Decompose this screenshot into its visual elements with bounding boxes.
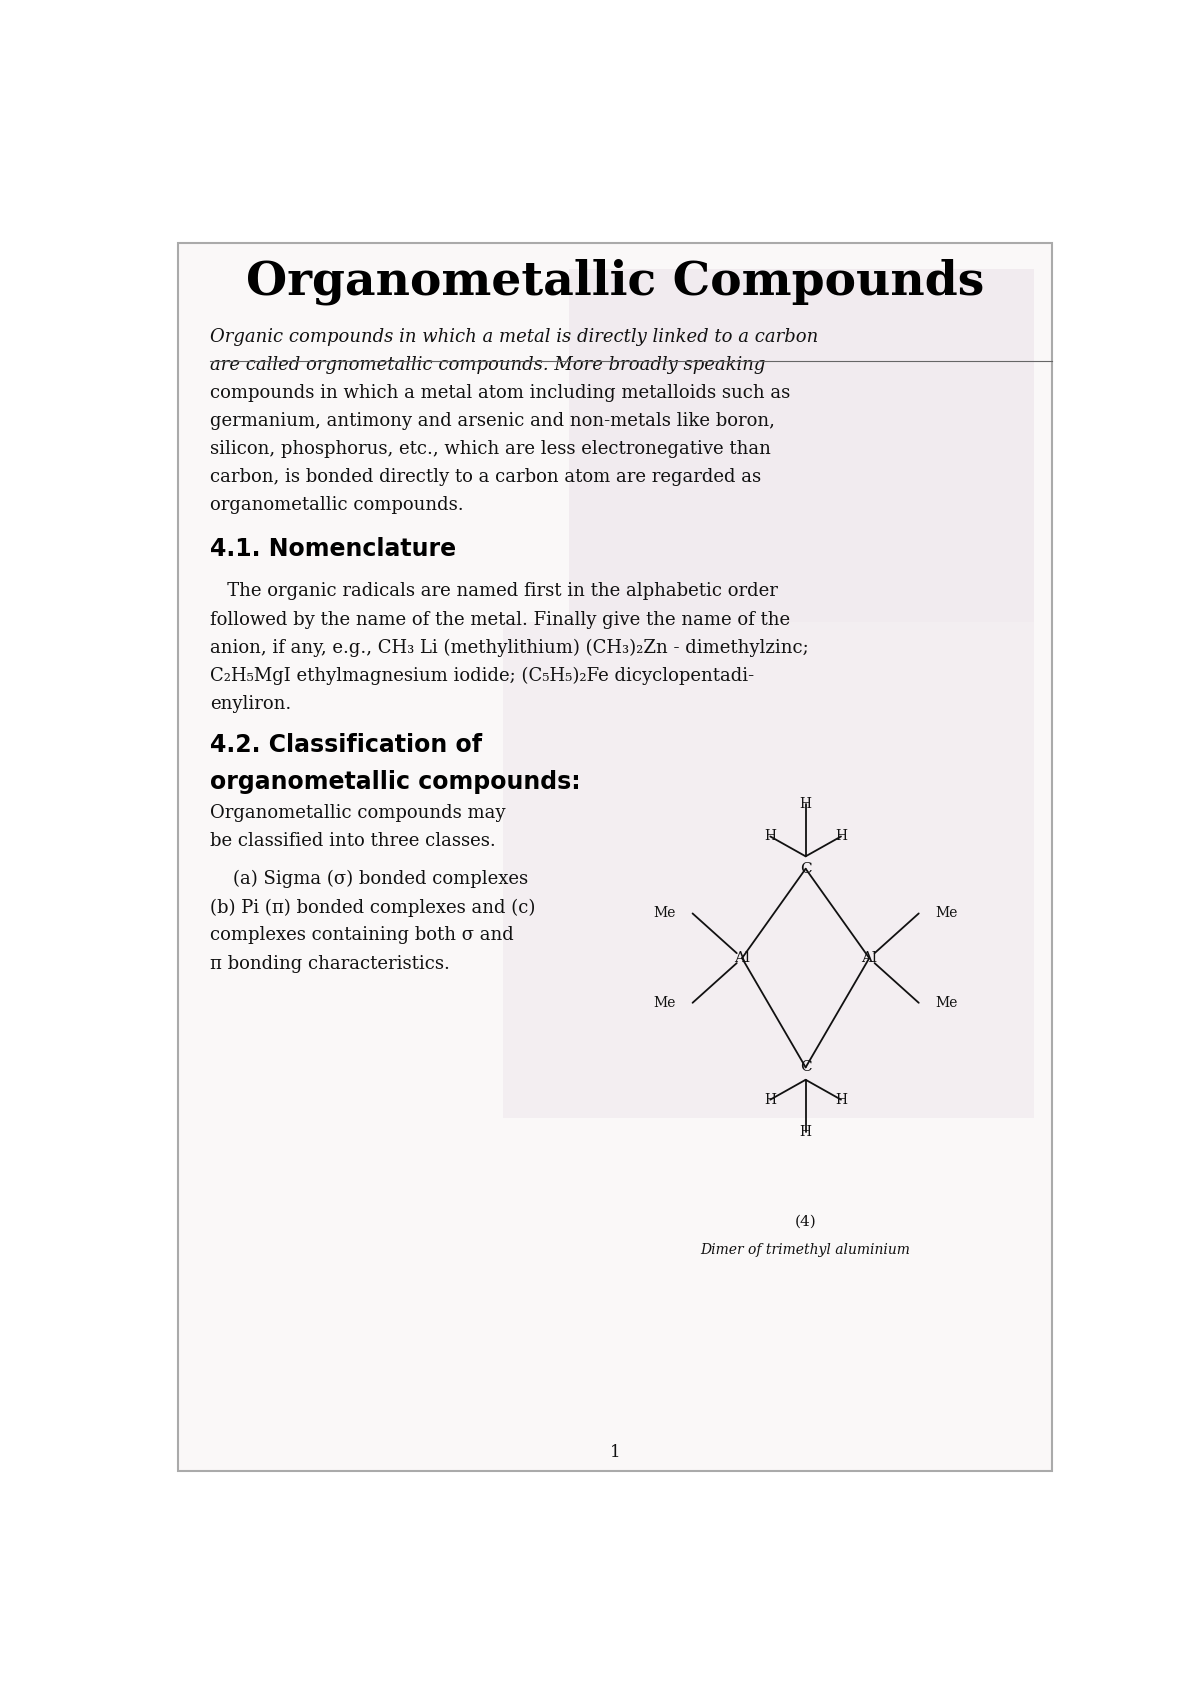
Text: Me: Me bbox=[936, 996, 958, 1010]
Text: Organometallic Compounds: Organometallic Compounds bbox=[246, 258, 984, 305]
Text: (b) Pi (π) bonded complexes and (c): (b) Pi (π) bonded complexes and (c) bbox=[210, 898, 536, 916]
Text: silicon, phosphorus, etc., which are less electronegative than: silicon, phosphorus, etc., which are les… bbox=[210, 440, 772, 458]
Text: Al: Al bbox=[734, 950, 750, 966]
Text: Me: Me bbox=[654, 906, 676, 920]
Text: Me: Me bbox=[936, 906, 958, 920]
Text: C: C bbox=[800, 862, 811, 876]
Text: germanium, antimony and arsenic and non-metals like boron,: germanium, antimony and arsenic and non-… bbox=[210, 412, 775, 429]
Text: (a) Sigma (σ) bonded complexes: (a) Sigma (σ) bonded complexes bbox=[210, 871, 528, 889]
Text: H: H bbox=[799, 798, 811, 811]
Text: Dimer of trimethyl aluminium: Dimer of trimethyl aluminium bbox=[701, 1242, 911, 1257]
Text: H: H bbox=[835, 1093, 847, 1106]
Text: be classified into three classes.: be classified into three classes. bbox=[210, 832, 497, 850]
Text: Organic compounds in which a metal is directly linked to a carbon: Organic compounds in which a metal is di… bbox=[210, 328, 818, 346]
Text: compounds in which a metal atom including metalloids such as: compounds in which a metal atom includin… bbox=[210, 384, 791, 402]
Text: are called orgnometallic compounds. More broadly speaking: are called orgnometallic compounds. More… bbox=[210, 356, 766, 373]
Text: H: H bbox=[835, 830, 847, 843]
Text: 1: 1 bbox=[610, 1444, 620, 1461]
Text: Organometallic compounds may: Organometallic compounds may bbox=[210, 804, 506, 821]
FancyBboxPatch shape bbox=[178, 243, 1052, 1471]
Text: organometallic compounds:: organometallic compounds: bbox=[210, 770, 581, 794]
Text: carbon, is bonded directly to a carbon atom are regarded as: carbon, is bonded directly to a carbon a… bbox=[210, 468, 762, 487]
Text: Me: Me bbox=[654, 996, 676, 1010]
Text: π bonding characteristics.: π bonding characteristics. bbox=[210, 954, 450, 972]
Text: C: C bbox=[800, 1061, 811, 1074]
FancyBboxPatch shape bbox=[504, 621, 1033, 1118]
Text: anion, if any, e.g., CH₃ Li (methylithium) (CH₃)₂Zn - dimethylzinc;: anion, if any, e.g., CH₃ Li (methylithiu… bbox=[210, 638, 809, 657]
Text: C₂H₅MgI ethylmagnesium iodide; (C₅H₅)₂Fe dicyclopentadi-: C₂H₅MgI ethylmagnesium iodide; (C₅H₅)₂Fe… bbox=[210, 667, 755, 686]
Text: organometallic compounds.: organometallic compounds. bbox=[210, 496, 464, 514]
Text: H: H bbox=[764, 1093, 776, 1106]
FancyBboxPatch shape bbox=[569, 270, 1033, 621]
Text: (4): (4) bbox=[794, 1215, 816, 1229]
Text: The organic radicals are named first in the alphabetic order: The organic radicals are named first in … bbox=[210, 582, 779, 601]
Text: complexes containing both σ and: complexes containing both σ and bbox=[210, 927, 515, 945]
Text: 4.1. Nomenclature: 4.1. Nomenclature bbox=[210, 538, 456, 562]
Text: H: H bbox=[764, 830, 776, 843]
Text: enyliron.: enyliron. bbox=[210, 694, 292, 713]
Text: Al: Al bbox=[862, 950, 877, 966]
Text: 4.2. Classification of: 4.2. Classification of bbox=[210, 733, 482, 757]
Text: H: H bbox=[799, 1125, 811, 1139]
Text: followed by the name of the metal. Finally give the name of the: followed by the name of the metal. Final… bbox=[210, 611, 791, 628]
